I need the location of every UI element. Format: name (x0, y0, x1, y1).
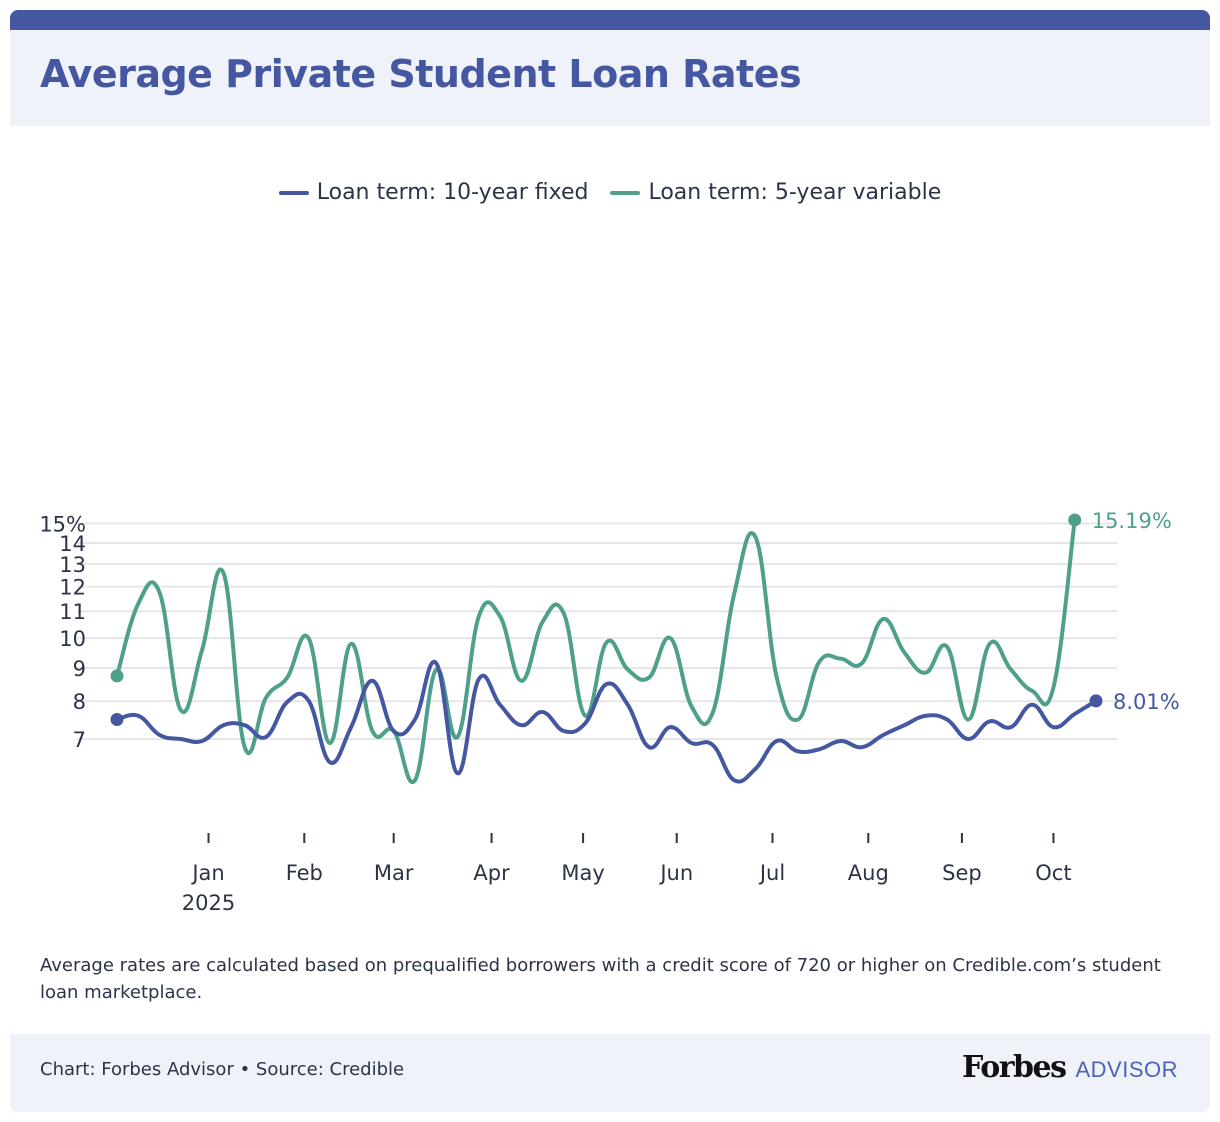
y-tick-label: 10 (59, 627, 86, 651)
brand-forbes: Forbes (962, 1050, 1067, 1085)
y-tick-label: 14 (59, 532, 86, 556)
x-tick-label: Sep (942, 861, 982, 885)
x-tick-label: Aug (848, 861, 889, 885)
legend-item-fixed[interactable]: Loan term: 10-year fixed (278, 180, 589, 205)
y-tick-label: 12 (59, 576, 86, 600)
y-tick-label: 15% (39, 513, 86, 537)
x-tick-label: Oct (1035, 861, 1071, 885)
x-tick-label: Feb (286, 861, 323, 885)
y-tick-label: 13 (59, 553, 86, 577)
x-tick-label: May (561, 861, 604, 885)
legend-label-variable: Loan term: 5-year variable (648, 180, 942, 205)
x-tick-label: Apr (473, 861, 510, 885)
series-end-marker-variable (1068, 513, 1082, 527)
y-tick-label: 11 (59, 600, 86, 624)
header: Average Private Student Loan Rates (10, 30, 1210, 126)
x-tick-label: Mar (374, 861, 414, 885)
y-tick-label: 7 (73, 728, 86, 752)
x-axis-ticks: Jan 2025 Feb Mar Apr May Jun Jul Aug Sep Oct (182, 833, 1072, 915)
end-value-label-variable: 15.19% (1092, 509, 1172, 533)
y-tick-label: 9 (73, 657, 86, 681)
x-tick-label: Jun (658, 861, 693, 885)
end-labels: 15.19% 8.01% (1092, 509, 1180, 714)
x-tick-sublabel: 2025 (182, 891, 235, 915)
series-line-fixed (115, 659, 1098, 784)
series-end-marker-fixed (1089, 694, 1103, 708)
brand-advisor: ADVISOR (1075, 1057, 1178, 1082)
gridlines (77, 522, 1117, 740)
series-start-marker-variable (110, 669, 124, 683)
forbes-advisor-logo[interactable]: Forbes ADVISOR (962, 1050, 1178, 1085)
legend-item-variable[interactable]: Loan term: 5-year variable (610, 180, 941, 205)
footer: Chart: Forbes Advisor • Source: Credible… (10, 1034, 1210, 1112)
series-start-marker-fixed (110, 712, 124, 726)
x-tick-label: Jul (758, 861, 785, 885)
series-lines (110, 513, 1103, 785)
y-tick-label: 8 (73, 690, 86, 714)
legend-swatch-variable (610, 190, 641, 195)
header-accent-bar (10, 10, 1210, 30)
chart-title: Average Private Student Loan Rates (40, 52, 802, 96)
footnote: Average rates are calculated based on pr… (40, 955, 1161, 1003)
x-tick-label: Jan (190, 861, 224, 885)
end-value-label-fixed: 8.01% (1113, 690, 1180, 714)
series-line-variable (115, 517, 1077, 785)
source-credit: Chart: Forbes Advisor • Source: Credible (40, 1059, 405, 1080)
legend-label-fixed: Loan term: 10-year fixed (316, 180, 589, 205)
legend: Loan term: 10-year fixed Loan term: 5-ye… (0, 180, 1220, 205)
legend-swatch-fixed (278, 190, 309, 195)
